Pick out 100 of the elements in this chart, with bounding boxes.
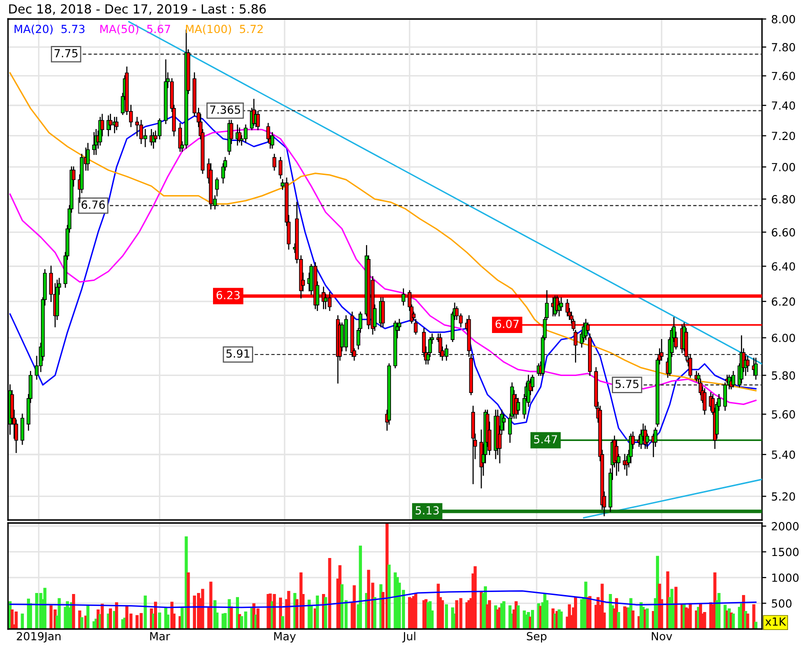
y-tick-label: 2000: [772, 522, 799, 530]
candlestick: [516, 398, 520, 415]
bar: [108, 608, 112, 629]
y-tick-label: 6.40: [772, 262, 796, 271]
candlestick: [731, 370, 736, 388]
bar: [49, 605, 53, 629]
bar: [617, 612, 620, 629]
x-tick-label: Jul: [402, 632, 416, 642]
bar: [328, 558, 332, 629]
bar: [459, 598, 462, 629]
ref-line-label: 5.91: [226, 349, 250, 358]
text: MA(50) 5.67: [100, 24, 170, 34]
bar: [440, 600, 444, 629]
bar: [35, 592, 38, 629]
candlestick: [86, 142, 90, 171]
bar: [72, 594, 76, 629]
y-tick-label: 6.20: [772, 297, 796, 306]
candlestick: [114, 116, 118, 130]
candlestick: [272, 154, 276, 171]
candlestick: [660, 339, 664, 361]
ref-line-label: 6.23: [216, 290, 240, 300]
y-tick-label: 5.20: [772, 492, 796, 501]
y-tick-label: 6.60: [772, 228, 796, 237]
ref-line-label: 6.07: [496, 320, 519, 328]
bar: [324, 597, 328, 629]
bar: [43, 588, 46, 629]
ref-line-label: 7.365: [210, 105, 240, 114]
bar: [574, 597, 578, 629]
bar: [192, 596, 196, 629]
bar: [136, 615, 139, 629]
ref-line-label: 7.75: [54, 49, 78, 58]
candlestick: [402, 288, 406, 306]
x-tick-label: 2019Jan: [16, 632, 60, 642]
y-tick-label: 6.00: [772, 334, 796, 342]
bar: [100, 604, 104, 629]
bar: [674, 586, 678, 629]
y-tick-label: 1000: [772, 574, 799, 582]
bar: [244, 612, 248, 629]
y-tick-label: 500: [772, 599, 792, 608]
bar: [488, 600, 492, 629]
bar: [125, 605, 128, 629]
candlestick: [178, 122, 182, 152]
bar: [358, 546, 362, 629]
text: MA(20) 5.73: [14, 24, 84, 34]
y-tick-label: 7.00: [772, 162, 796, 172]
candlestick: [502, 414, 506, 431]
candlestick: [244, 124, 248, 142]
bar: [186, 572, 190, 629]
y-tick-label: 5.80: [772, 371, 796, 380]
y-tick-label: 5.60: [772, 410, 796, 419]
bar: [140, 613, 143, 629]
bar: [516, 605, 520, 629]
bar: [444, 604, 448, 629]
x-tick-label: May: [274, 632, 296, 643]
bar: [86, 604, 90, 629]
bar: [209, 582, 212, 629]
candlestick: [238, 128, 242, 142]
bar: [58, 598, 61, 629]
y-tick-label: 7.20: [772, 132, 796, 140]
candlestick: [754, 358, 758, 380]
bar: [388, 564, 391, 629]
y-tick-label: 1500: [772, 548, 799, 556]
candlestick: [158, 118, 162, 140]
bar: [201, 588, 204, 629]
ref-line-label: 6.76: [82, 200, 105, 209]
bar: [144, 596, 147, 629]
text: x1K: [765, 618, 786, 626]
candlestick: [278, 156, 282, 179]
y-tick-label: 6.80: [772, 195, 796, 204]
bar: [340, 584, 344, 629]
y-tick-label: 7.40: [772, 101, 796, 110]
ref-line-label: 5.13: [416, 506, 439, 515]
y-tick-label: 8.00: [772, 14, 796, 24]
bar: [80, 617, 84, 629]
line-series: [9, 590, 757, 608]
bar: [560, 612, 563, 629]
candlestick: [444, 344, 448, 361]
bar: [281, 616, 284, 629]
bar: [158, 612, 162, 629]
bar: [316, 596, 319, 629]
x-tick-label: Nov: [652, 632, 672, 640]
bar: [688, 603, 692, 629]
chart-title: Dec 18, 2018 - Dec 17, 2019 - Last : 5.86: [9, 4, 266, 15]
bar: [272, 594, 276, 629]
y-tick-label: 7.80: [772, 43, 796, 52]
bar: [20, 614, 24, 629]
bar: [631, 610, 634, 629]
y-tick-label: 5.40: [772, 450, 796, 459]
candlestick: [139, 120, 144, 144]
bar: [287, 590, 290, 629]
bar: [154, 602, 158, 629]
ref-line-label: 5.47: [534, 435, 558, 444]
bar: [367, 570, 370, 629]
candlestick: [92, 132, 96, 155]
y-tick-label: 7.60: [772, 72, 796, 80]
x-tick-label: Sep: [526, 632, 546, 643]
bar: [352, 585, 356, 629]
bar: [14, 612, 18, 629]
bar: [373, 597, 376, 629]
bar: [717, 592, 721, 629]
